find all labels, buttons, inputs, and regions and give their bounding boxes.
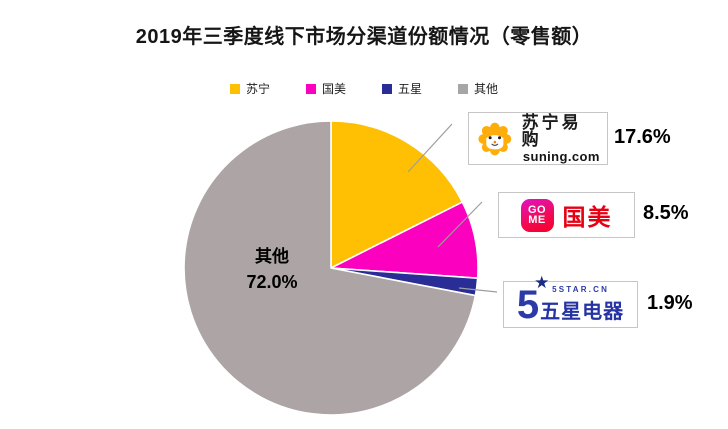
- legend-item-gome: 国美: [305, 80, 346, 97]
- legend-marker-fivestar-icon: [382, 83, 392, 94]
- legend-item-suning: 苏宁: [229, 80, 270, 97]
- fivestar-brand-en: 5STAR.CN: [552, 285, 610, 294]
- legend-label-other: 其他: [474, 82, 499, 96]
- legend-label-fivestar: 五星: [398, 82, 423, 96]
- suning-brand-cn: 苏宁易购: [521, 113, 582, 149]
- suning-brand-en: suning.com: [522, 149, 600, 164]
- gome-value-label: 8.5%: [643, 202, 689, 224]
- legend-item-fivestar: 五星: [382, 80, 422, 97]
- other-slice-value: 72.0%: [246, 272, 298, 292]
- legend-marker-other-icon: [458, 83, 469, 94]
- callout-line-苏宁: [407, 123, 453, 173]
- legend-marker-gome-icon: [305, 83, 316, 94]
- legend-label-suning: 苏宁: [245, 82, 270, 96]
- legend-item-other: 其他: [458, 80, 498, 97]
- pie-slice-其他: [183, 120, 477, 416]
- suning-lion-icon: [478, 122, 512, 155]
- gome-logo-icon: GO ME: [520, 198, 554, 232]
- other-slice-label: 其他 72.0%: [222, 245, 322, 295]
- fivestar-logo-digit: 5: [516, 282, 540, 327]
- page-title: 2019年三季度线下市场分渠道份额情况（零售额）: [135, 26, 593, 48]
- chart-legend: 苏宁 国美 五星 其他: [0, 80, 728, 97]
- fivestar-logo-box: 5 ★ 5STAR.CN 五星电器: [503, 274, 638, 328]
- fivestar-logo: 5 ★ 5STAR.CN 五星电器: [516, 274, 625, 327]
- callout-line-国美: [437, 201, 483, 248]
- gome-logo-box: GO ME 国美: [498, 192, 635, 238]
- suning-value-label: 17.6%: [614, 126, 671, 148]
- gome-logo-bottom: ME: [528, 214, 546, 226]
- callout-line-五星: [458, 287, 498, 293]
- legend-marker-suning-icon: [229, 83, 240, 94]
- fivestar-star-icon: ★: [534, 273, 550, 292]
- pie-slice-苏宁: [330, 120, 464, 269]
- gome-logo-top: GO: [527, 204, 547, 216]
- other-slice-name: 其他: [255, 247, 289, 266]
- gome-brand-cn: 国美: [562, 204, 613, 230]
- fivestar-value-label: 1.9%: [647, 292, 693, 314]
- fivestar-brand-cn: 五星电器: [540, 301, 625, 323]
- legend-label-gome: 国美: [321, 82, 346, 96]
- suning-brand-text: 苏宁易购 suning.com: [522, 114, 601, 163]
- suning-logo-box: 苏宁易购 suning.com: [468, 112, 608, 165]
